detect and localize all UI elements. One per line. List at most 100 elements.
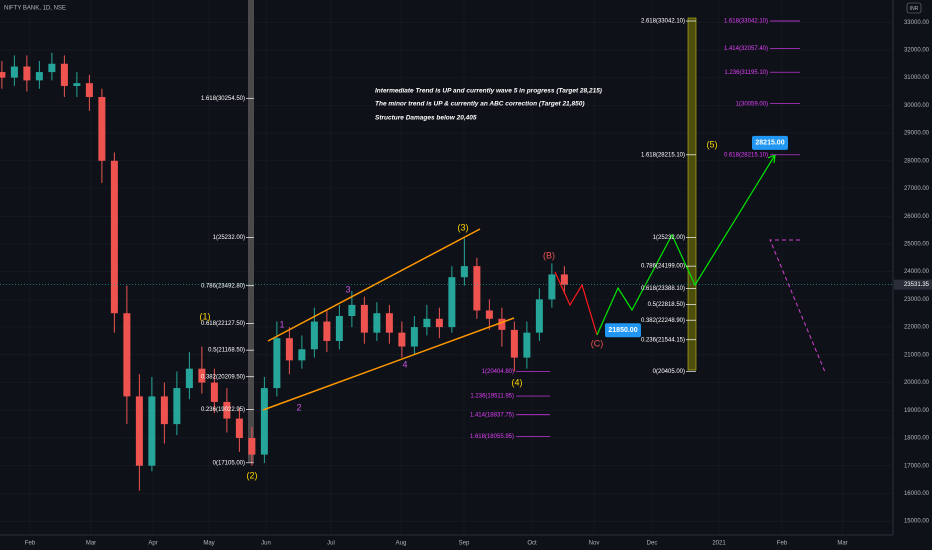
currency: INR xyxy=(910,6,919,12)
candle-body xyxy=(423,318,431,328)
candle-body xyxy=(523,332,531,358)
y-tick-label: 31000.00 xyxy=(904,75,930,81)
candle-body xyxy=(285,338,293,361)
y-tick-label: 19000.00 xyxy=(904,408,930,414)
y-tick-label: 23000.00 xyxy=(904,297,930,303)
candle-body xyxy=(110,160,118,314)
fib-label: 0.236(21544.15) xyxy=(641,337,685,343)
candles xyxy=(0,52,568,491)
target-box xyxy=(752,135,788,150)
axes: 15000.00 16000.00 17000.00 18000.00 19000.00… xyxy=(25,20,932,547)
note: Structure Damages below 20,405 xyxy=(375,115,477,122)
y-tick-label: 29000.00 xyxy=(904,131,930,137)
candle-body xyxy=(98,97,106,161)
wave-label: (C) xyxy=(591,338,604,348)
candle-body xyxy=(210,382,218,402)
x-tick-label: Aug xyxy=(396,541,407,547)
fib-label: 1(30059.00) xyxy=(736,101,768,107)
fib-label: 0.618(28215.10) xyxy=(724,152,768,158)
candle-body xyxy=(348,304,356,317)
candle-body xyxy=(148,396,156,466)
target-label: 21850.00 xyxy=(608,327,637,334)
candle-body xyxy=(498,318,506,330)
candle-body xyxy=(298,349,306,361)
candle-body xyxy=(235,418,243,438)
wave-label: (3) xyxy=(458,222,469,232)
fib-label: 0(17105.00) xyxy=(213,460,245,466)
candle-body xyxy=(548,274,556,300)
candle-body xyxy=(398,332,406,347)
currency-box xyxy=(906,2,922,14)
y-tick-label: 18000.00 xyxy=(904,436,930,442)
y-tick-label: 17000.00 xyxy=(904,463,930,469)
wave-label: (2) xyxy=(247,470,258,480)
target-box xyxy=(605,323,641,338)
candle-body xyxy=(335,316,343,341)
candle-body xyxy=(410,327,418,347)
x-tick-label: May xyxy=(203,541,214,547)
fib-levels: 1.618(30254.50) 1(25232.00) 0.786(23492.80… xyxy=(0,19,893,466)
fib-label: 2.618(33042.10) xyxy=(641,19,685,25)
target-boxes: 21850.00 28215.00 xyxy=(605,135,788,338)
candle-body xyxy=(273,338,281,389)
candle-body xyxy=(160,396,168,425)
wave-label: 4 xyxy=(402,359,407,369)
fib-label: 0.618(23388.10) xyxy=(641,286,685,292)
x-tick-label: Jun xyxy=(261,541,271,547)
fib-label: 1(25232.00) xyxy=(653,235,685,241)
wave-label: (5) xyxy=(707,139,718,149)
candle-body xyxy=(73,83,81,86)
chart-title: NIFTY BANK, 1D, NSE xyxy=(4,6,66,12)
fib-label: 0(20405.00) xyxy=(653,369,685,375)
wave-label: (1) xyxy=(200,311,211,321)
y-tick-label: 27000.00 xyxy=(904,186,930,192)
fib-bar xyxy=(687,17,697,371)
candle-body xyxy=(360,304,368,333)
candle-body xyxy=(123,313,131,397)
fib-label: 1(20404.80) xyxy=(482,369,514,375)
y-tick-label: 24000.00 xyxy=(904,269,930,275)
candle-body xyxy=(448,277,456,328)
candle-body xyxy=(460,266,468,278)
candle-body xyxy=(48,63,56,73)
y-tick-label: 22000.00 xyxy=(904,325,930,331)
candle-body xyxy=(60,63,68,86)
x-tick-label: Nov xyxy=(589,541,600,547)
candle-body xyxy=(248,437,256,455)
fib-label: 0.236(19022.95) xyxy=(201,407,245,413)
dashed-line xyxy=(769,239,826,373)
y-tick-label: 21000.00 xyxy=(904,352,930,358)
candle-body xyxy=(323,321,331,341)
note: The minor trend is UP & currently an ABC… xyxy=(375,101,585,108)
fib-label: 1.236(19511.95) xyxy=(470,394,514,400)
x-tick-label: Jul xyxy=(327,541,335,547)
wave-label: 1 xyxy=(279,319,284,329)
fib-label: 1.618(18055.95) xyxy=(470,434,514,440)
candle-body xyxy=(373,313,381,333)
candle-body xyxy=(385,313,393,333)
fib-label: 0.786(24199.00) xyxy=(641,264,685,270)
candle-body xyxy=(560,274,568,285)
candle-body xyxy=(485,310,493,319)
wave-label: 3 xyxy=(345,284,350,294)
candle-body xyxy=(435,318,443,328)
candle-body xyxy=(35,72,43,81)
fib-label: 1.236(31195.10) xyxy=(724,70,768,76)
y-tick-label: 16000.00 xyxy=(904,491,930,497)
candle-body xyxy=(310,321,318,350)
candle-body xyxy=(535,299,543,333)
x-tick-label: Mar xyxy=(837,541,847,547)
target-label: 28215.00 xyxy=(755,140,784,147)
candle-body xyxy=(85,83,93,98)
fib-label: 1.618(33042.10) xyxy=(724,19,768,25)
fib-label: 1.618(30254.50) xyxy=(201,96,245,102)
fib-label: 0.618(22127.50) xyxy=(201,321,245,327)
y-tick-label: 33000.00 xyxy=(904,20,930,26)
wave-label: 2 xyxy=(296,402,301,412)
drawings xyxy=(262,154,826,411)
fib-label: 1.414(32057.40) xyxy=(724,46,768,52)
fib-label: 0.5(22818.50) xyxy=(648,302,685,308)
candle-body xyxy=(260,388,268,455)
fib-label: 1(25232.00) xyxy=(213,235,245,241)
